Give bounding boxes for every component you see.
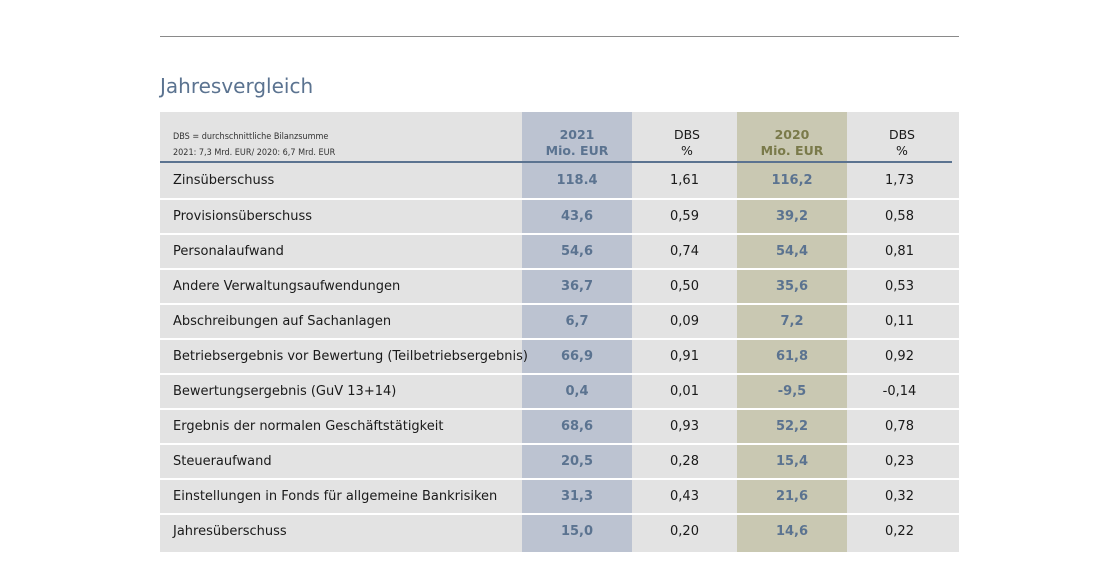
value-2021: 43,6 bbox=[560, 209, 594, 224]
dbs-2021: 0,09 bbox=[670, 314, 699, 329]
header-dbs-2020: DBS % bbox=[847, 127, 957, 159]
header-2020-year: 2020 bbox=[774, 127, 810, 142]
page-title: Jahresvergleich bbox=[160, 74, 314, 99]
table-row: Bewertungsergebnis (GuV 13+14) 0,4 0,01 -9,… bbox=[160, 373, 959, 408]
header-dbs-2021-label: DBS bbox=[674, 127, 700, 142]
table-row: Andere Verwaltungsaufwendungen 36,7 0,50 35… bbox=[160, 268, 959, 303]
value-2020: 116,2 bbox=[771, 173, 813, 188]
annual-comparison-table: DBS = durchschnittliche Bilanzsumme 2021… bbox=[160, 112, 959, 552]
value-2020: 7,2 bbox=[780, 314, 804, 329]
value-2021: 118.4 bbox=[556, 173, 598, 188]
row-label: Betriebsergebnis vor Bewertung (Teilbetr… bbox=[173, 349, 529, 364]
dbs-2021: 1,61 bbox=[670, 173, 699, 188]
dbs-2020: 0,58 bbox=[885, 209, 914, 224]
value-2020: -9,5 bbox=[777, 384, 807, 399]
dbs-2020: 1,73 bbox=[885, 173, 914, 188]
value-2021: 20,5 bbox=[560, 454, 594, 469]
header-2020: 2020 Mio. EUR bbox=[737, 127, 847, 159]
value-2020: 61,8 bbox=[775, 349, 809, 364]
dbs-2021: 0,74 bbox=[670, 244, 699, 259]
dbs-2020: 0,22 bbox=[885, 524, 914, 539]
header-dbs-2021: DBS % bbox=[632, 127, 742, 159]
value-2021: 15,0 bbox=[560, 524, 594, 539]
top-divider bbox=[160, 36, 959, 37]
table-row: Betriebsergebnis vor Bewertung (Teilbetr… bbox=[160, 338, 959, 373]
value-2020: 35,6 bbox=[775, 279, 809, 294]
row-label: Steueraufwand bbox=[173, 454, 272, 469]
dbs-2020: 0,53 bbox=[885, 279, 914, 294]
table-header-note: DBS = durchschnittliche Bilanzsumme 2021… bbox=[173, 129, 335, 161]
table-row: Ergebnis der normalen Geschäftstätigkeit… bbox=[160, 408, 959, 443]
dbs-2021: 0,50 bbox=[670, 279, 699, 294]
header-2021: 2021 Mio. EUR bbox=[522, 127, 632, 159]
header-dbs-2020-label: DBS bbox=[889, 127, 915, 142]
dbs-2021: 0,28 bbox=[670, 454, 699, 469]
dbs-2021: 0,91 bbox=[670, 349, 699, 364]
value-2021: 0,4 bbox=[565, 384, 589, 399]
row-label: Einstellungen in Fonds für allgemeine Ba… bbox=[173, 489, 498, 504]
header-2020-unit: Mio. EUR bbox=[760, 143, 824, 158]
value-2021: 54,6 bbox=[560, 244, 594, 259]
table-row: Provisionsüberschuss 43,6 0,59 39,2 0,58 bbox=[160, 198, 959, 233]
dbs-2021: 0,01 bbox=[670, 384, 699, 399]
dbs-2020: 0,81 bbox=[885, 244, 914, 259]
dbs-2021: 0,43 bbox=[670, 489, 699, 504]
row-label: Abschreibungen auf Sachanlagen bbox=[173, 314, 392, 329]
header-2021-unit: Mio. EUR bbox=[545, 143, 609, 158]
table-row: Zinsüberschuss 118.4 1,61 116,2 1,73 bbox=[160, 163, 959, 198]
value-2020: 15,4 bbox=[775, 454, 809, 469]
row-label: Provisionsüberschuss bbox=[173, 209, 313, 224]
dbs-2021: 0,20 bbox=[670, 524, 699, 539]
dbs-2020: 0,92 bbox=[885, 349, 914, 364]
header-dbs-2021-unit: % bbox=[681, 143, 693, 158]
dbs-2021: 0,93 bbox=[670, 419, 699, 434]
row-label: Zinsüberschuss bbox=[173, 173, 275, 188]
dbs-2020: 0,32 bbox=[885, 489, 914, 504]
table-row: Abschreibungen auf Sachanlagen 6,7 0,09 7,2… bbox=[160, 303, 959, 338]
table-row: Personalaufwand 54,6 0,74 54,4 0,81 bbox=[160, 233, 959, 268]
dbs-2020: 0,23 bbox=[885, 454, 914, 469]
table-row: Steueraufwand 20,5 0,28 15,4 0,23 bbox=[160, 443, 959, 478]
table-body: Zinsüberschuss 118.4 1,61 116,2 1,73 Provisio… bbox=[160, 163, 959, 548]
value-2021: 31,3 bbox=[560, 489, 594, 504]
value-2021: 36,7 bbox=[560, 279, 594, 294]
dbs-2020: 0,78 bbox=[885, 419, 914, 434]
header-divider bbox=[160, 161, 952, 163]
table-row: Einstellungen in Fonds für allgemeine Ba… bbox=[160, 478, 959, 513]
value-2021: 68,6 bbox=[560, 419, 594, 434]
dbs-2020: -0,14 bbox=[882, 384, 917, 399]
row-label: Personalaufwand bbox=[173, 244, 284, 259]
value-2021: 6,7 bbox=[565, 314, 589, 329]
note-line-dbs-values: 2021: 7,3 Mrd. EUR/ 2020: 6,7 Mrd. EUR bbox=[173, 148, 336, 158]
value-2020: 21,6 bbox=[775, 489, 809, 504]
header-dbs-2020-unit: % bbox=[896, 143, 908, 158]
note-line-dbs-definition: DBS = durchschnittliche Bilanzsumme bbox=[173, 132, 329, 142]
header-2021-year: 2021 bbox=[559, 127, 595, 142]
row-label: Andere Verwaltungsaufwendungen bbox=[173, 279, 401, 294]
value-2020: 52,2 bbox=[775, 419, 809, 434]
value-2020: 54,4 bbox=[775, 244, 809, 259]
row-label: Jahresüberschuss bbox=[173, 524, 287, 539]
table-row: Jahresüberschuss 15,0 0,20 14,6 0,22 bbox=[160, 513, 959, 548]
row-label: Ergebnis der normalen Geschäftstätigkeit bbox=[173, 419, 444, 434]
value-2020: 39,2 bbox=[775, 209, 809, 224]
value-2020: 14,6 bbox=[775, 524, 809, 539]
dbs-2020: 0,11 bbox=[885, 314, 914, 329]
row-label: Bewertungsergebnis (GuV 13+14) bbox=[173, 384, 397, 399]
dbs-2021: 0,59 bbox=[670, 209, 699, 224]
value-2021: 66,9 bbox=[560, 349, 594, 364]
